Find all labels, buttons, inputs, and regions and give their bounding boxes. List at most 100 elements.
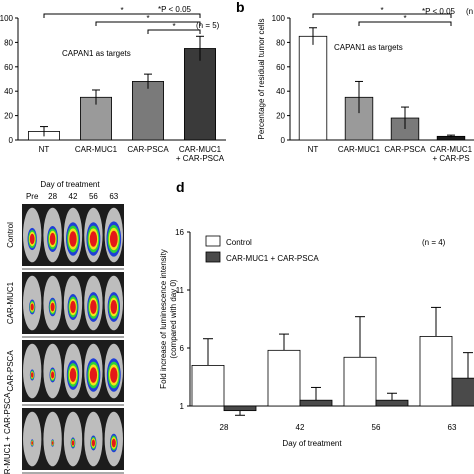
- legend-label: Control: [226, 238, 252, 247]
- panel-c-header: Day of treatment: [40, 180, 100, 189]
- n-annotation: (n = 4): [422, 238, 446, 247]
- y-tick-label: 6: [180, 344, 185, 353]
- y-tick-label: 80: [276, 38, 285, 47]
- y-tick-label: 1: [180, 402, 185, 411]
- bar: [223, 405, 257, 412]
- bar: [451, 377, 474, 407]
- significance-star: *: [120, 6, 123, 15]
- x-tick-label: CAR-MUC1: [338, 145, 381, 154]
- significance-bracket: [43, 13, 201, 18]
- x-tick-label: 63: [448, 423, 457, 432]
- signal-red: [110, 367, 118, 383]
- signal-red: [30, 303, 34, 311]
- panel-c-column-label: 63: [109, 192, 118, 201]
- signal-red: [91, 439, 96, 447]
- signal-red: [71, 440, 75, 446]
- y-tick-label: 100: [0, 14, 14, 23]
- signal-red: [50, 302, 55, 312]
- panel-c-column-label: Pre: [26, 192, 39, 201]
- y-tick-label: 100: [272, 14, 286, 23]
- y-tick-label: 40: [4, 87, 13, 96]
- bar: [343, 356, 377, 407]
- y-tick-label: 80: [4, 38, 13, 47]
- signal-red: [110, 300, 118, 314]
- signal-red: [50, 371, 55, 379]
- signal-red: [70, 300, 76, 314]
- bar: [183, 48, 216, 141]
- panel-c-row-label: CAR-MUC1 + CAR-PSCA: [3, 392, 12, 474]
- signal-red: [69, 368, 77, 382]
- panel-c-row-label: CAR-MUC1: [6, 281, 15, 324]
- chart-title: CAPAN1 as targets: [334, 43, 403, 52]
- y-tick-label: 40: [276, 87, 285, 96]
- y-axis-title: Percentage of residual tumor cells: [257, 19, 266, 140]
- y-axis-title: (compared with day 0): [169, 279, 178, 358]
- x-tick-label: CAR-MUC1: [179, 145, 222, 154]
- signal-red: [30, 372, 34, 378]
- x-tick-label: CAR-MUC1: [75, 145, 118, 154]
- bar: [419, 335, 453, 407]
- significance-star: *: [403, 14, 406, 23]
- signal-red: [29, 233, 35, 245]
- y-tick-label: 60: [276, 63, 285, 72]
- legend-swatch: [205, 251, 221, 263]
- signal-red: [90, 300, 97, 314]
- panel-c-row-label: Control: [6, 222, 15, 248]
- legend-label: CAR-MUC1 + CAR-PSCA: [226, 254, 319, 263]
- significance-note: *P < 0.05: [158, 5, 192, 14]
- signal-red: [111, 438, 116, 448]
- y-tick-label: 0: [281, 136, 286, 145]
- significance-bracket: [147, 29, 201, 34]
- bar: [299, 399, 333, 407]
- y-tick-label: 20: [4, 112, 13, 121]
- signal-red: [89, 231, 98, 247]
- x-tick-label: + CAR-PS: [432, 154, 469, 163]
- x-tick-label: 42: [296, 423, 305, 432]
- significance-bracket: [358, 21, 452, 26]
- chart-title: CAPAN1 as targets: [62, 49, 131, 58]
- x-tick-label: CAR-PSCA: [127, 145, 169, 154]
- panel-letter-b: b: [236, 0, 245, 15]
- y-tick-label: 60: [4, 63, 13, 72]
- panel-c-column-label: 28: [48, 192, 57, 201]
- mouse-body: [43, 411, 62, 467]
- signal-red: [31, 441, 34, 445]
- y-axis-title: Fold increase of luminescence intensity: [159, 249, 168, 389]
- mouse-body: [23, 411, 42, 467]
- signal-red: [89, 367, 98, 383]
- y-tick-label: 20: [276, 112, 285, 121]
- signal-red: [49, 232, 56, 246]
- x-tick-label: CAR-PSCA: [384, 145, 426, 154]
- signal-red: [109, 230, 118, 248]
- x-tick-label: NT: [308, 145, 319, 154]
- n-annotation: (n: [466, 7, 473, 16]
- bar: [191, 364, 225, 407]
- signal-red: [51, 441, 54, 445]
- legend-swatch: [205, 235, 221, 247]
- bar: [267, 349, 301, 407]
- y-tick-label: 0: [9, 136, 14, 145]
- significance-bracket: [312, 13, 452, 18]
- x-tick-label: NT: [39, 145, 50, 154]
- x-tick-label: + CAR-PSCA: [176, 154, 225, 163]
- n-annotation: (n = 5): [196, 21, 220, 30]
- panel-c-column-label: 56: [89, 192, 98, 201]
- bar: [375, 399, 409, 407]
- panel-c-row-label: CAR-PSCA: [6, 350, 15, 392]
- bar: [131, 81, 164, 141]
- significance-bracket: [95, 21, 201, 26]
- x-axis-title: Day of treatment: [282, 439, 342, 448]
- panel-c-column-label: 42: [69, 192, 78, 201]
- y-tick-label: 11: [176, 286, 185, 295]
- y-tick-label: 16: [175, 228, 184, 237]
- significance-star: *: [146, 14, 149, 23]
- significance-star: *: [172, 22, 175, 31]
- bar: [298, 35, 328, 141]
- x-tick-label: 56: [372, 423, 381, 432]
- signal-red: [69, 231, 77, 247]
- x-tick-label: CAR-MUC1: [430, 145, 473, 154]
